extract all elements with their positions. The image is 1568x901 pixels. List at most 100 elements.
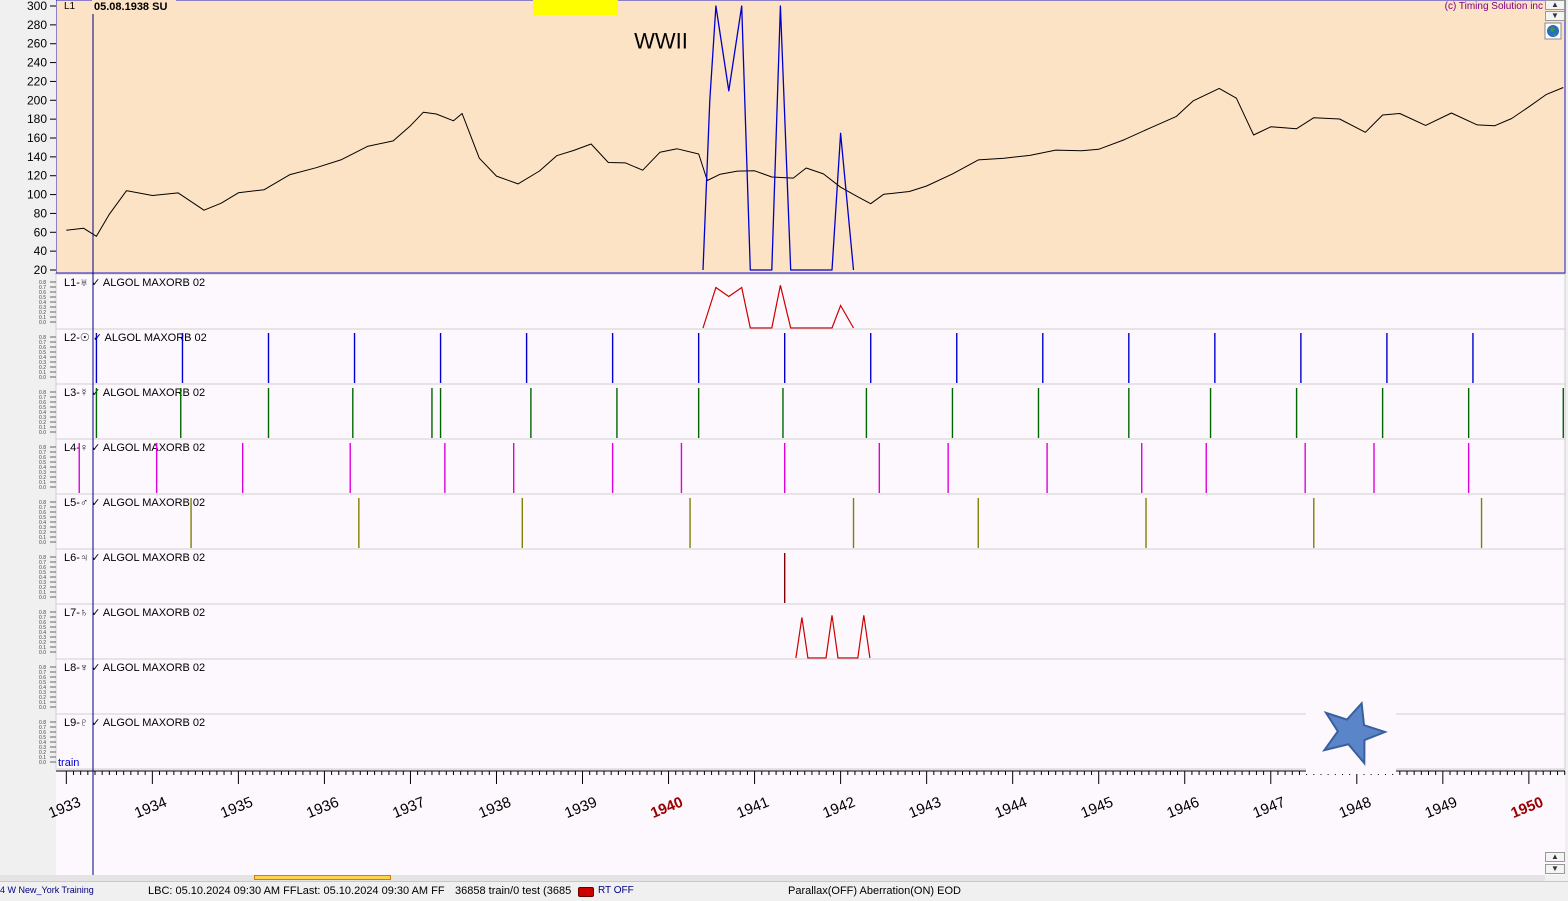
- horizontal-scroll-thumb[interactable]: [254, 875, 391, 880]
- status-location: 4 W New_York Training: [0, 885, 94, 895]
- price-tick-label: 240: [27, 56, 47, 70]
- panel-tick-label: 0.8: [39, 665, 46, 671]
- panel-tick-label: 0.6: [39, 620, 46, 626]
- panel-tick-label: 0.6: [39, 730, 46, 736]
- panel-tick-label: 0.5: [39, 460, 46, 466]
- status-rt[interactable]: RT OFF: [598, 885, 634, 896]
- algol-overlay-line: [702, 5, 855, 271]
- panel-tick-label: 0.7: [39, 505, 46, 511]
- panel-tick-label: 0.0: [39, 705, 46, 711]
- indicator-curve-L1: [702, 285, 855, 329]
- panel-tick-label: 0.6: [39, 400, 46, 406]
- price-panel[interactable]: [55, 0, 1566, 274]
- panel-tick-label: 0.2: [39, 695, 46, 701]
- panel-tick-label: 0.3: [39, 360, 46, 366]
- panel-tick-label: 0.6: [39, 455, 46, 461]
- panel-tick-label: 0.3: [39, 745, 46, 751]
- panel-tick-label: 0.7: [39, 615, 46, 621]
- panel-tick-label: 0.2: [39, 750, 46, 756]
- price-series-line: [66, 87, 1564, 237]
- indicator-panel-L5: [55, 493, 1566, 550]
- price-tick-label: 300: [27, 0, 47, 13]
- panel-tick-label: 0.5: [39, 405, 46, 411]
- indicator-panel-L3: [55, 383, 1566, 440]
- panel-tick-label: 0.2: [39, 585, 46, 591]
- panel-label-L2: L2-☉ ✓ ALGOL MAXORB 02: [64, 332, 207, 344]
- panel-tick-label: 0.4: [39, 410, 46, 416]
- price-tick-label: 120: [27, 169, 47, 183]
- price-tick-label: 20: [34, 263, 48, 277]
- horizontal-scrollbar[interactable]: [0, 875, 1545, 881]
- panel-tick-label: 0.4: [39, 355, 46, 361]
- panel-tick-label: 0.0: [39, 430, 46, 436]
- panel-tick-label: 0.4: [39, 300, 46, 306]
- scroll-down-arrow-bottom[interactable]: ▼: [1545, 864, 1565, 874]
- panel-tick-label: 0.4: [39, 465, 46, 471]
- panel-tick-label: 0.8: [39, 280, 46, 286]
- panel-tick-label: 0.0: [39, 595, 46, 601]
- panel-tick-label: 0.2: [39, 530, 46, 536]
- indicator-panel-L2: [55, 328, 1566, 385]
- panel-tick-label: 0.1: [39, 370, 46, 376]
- scroll-up-arrow[interactable]: ▲: [1545, 0, 1565, 10]
- panel-tick-label: 0.0: [39, 485, 46, 491]
- panel-tick-label: 0.5: [39, 570, 46, 576]
- panel-tick-label: 0.5: [39, 735, 46, 741]
- panel-tick-label: 0.7: [39, 560, 46, 566]
- star-icon[interactable]: [1306, 690, 1396, 774]
- panel-tick-label: 0.5: [39, 680, 46, 686]
- train-label: train: [58, 757, 79, 769]
- panel-label-L5: L5-♂ ✓ ALGOL MAXORB 02: [64, 497, 205, 509]
- panel-tick-label: 0.3: [39, 635, 46, 641]
- panel-tick-label: 0.7: [39, 670, 46, 676]
- panel-tick-label: 0.0: [39, 320, 46, 326]
- panel-tick-label: 0.8: [39, 610, 46, 616]
- price-tick-label: 80: [34, 206, 48, 220]
- panel-tick-label: 0.6: [39, 510, 46, 516]
- price-tick-label: 140: [27, 150, 47, 164]
- panel-tick-label: 0.7: [39, 450, 46, 456]
- panel-tick-label: 0.8: [39, 390, 46, 396]
- globe-icon[interactable]: [1544, 22, 1562, 40]
- price-tick-label: 40: [34, 244, 48, 258]
- panel-label-L6: L6-♃ ✓ ALGOL MAXORB 02: [64, 552, 205, 564]
- wwii-annotation: WWII: [634, 28, 688, 53]
- status-lbc: LBC: 05.10.2024 09:30 AM FFLast: 05.10.2…: [148, 885, 445, 897]
- panel-tick-label: 0.2: [39, 420, 46, 426]
- sub-panels: 0.80.70.60.50.40.30.20.10.0L1-♅ ✓ ALGOL …: [0, 273, 1566, 770]
- panel-label-L4: L4-♀ ✓ ALGOL MAXORB 02: [64, 442, 205, 454]
- price-tick-label: 200: [27, 93, 47, 107]
- status-counts: 36858 train/0 test (3685: [455, 885, 572, 897]
- panel-tick-label: 0.4: [39, 685, 46, 691]
- panel-tick-label: 0.8: [39, 555, 46, 561]
- copyright-label: (c) Timing Solution inc: [1445, 1, 1543, 12]
- panel-tick-label: 0.1: [39, 535, 46, 541]
- chart-area[interactable]: 20 40 60 80 100 120 140 160 180 200 220 240 260 280 30…: [0, 0, 1568, 881]
- cursor-date-label: 05.08.1938 SU: [94, 1, 167, 13]
- panel-tick-label: 0.4: [39, 740, 46, 746]
- indicator-panel-L7: [55, 603, 1566, 660]
- panel-tick-label: 0.3: [39, 525, 46, 531]
- panel-tick-label: 0.4: [39, 630, 46, 636]
- price-tick-label: 280: [27, 18, 47, 32]
- panel-tick-label: 0.5: [39, 515, 46, 521]
- panel-label-L3: L3-☿ ✓ ALGOL MAXORB 02: [64, 387, 205, 399]
- panel-label-L9: L9-♇ ✓ ALGOL MAXORB 02: [64, 717, 205, 729]
- price-y-axis: 20 40 60 80 100 120 140 160 180 200 220 240 260 280 30…: [0, 0, 56, 277]
- panel-tick-label: 0.7: [39, 395, 46, 401]
- panel-tick-label: 0.5: [39, 295, 46, 301]
- panel-tick-label: 0.1: [39, 755, 46, 761]
- rt-indicator-icon[interactable]: [578, 887, 594, 897]
- panel-tick-label: 0.1: [39, 425, 46, 431]
- scroll-up-arrow-bottom[interactable]: ▲: [1545, 852, 1565, 862]
- scroll-down-arrow[interactable]: ▼: [1545, 11, 1565, 21]
- panel-tick-label: 0.6: [39, 675, 46, 681]
- panel-tick-label: 0.3: [39, 415, 46, 421]
- panel-tick-label: 0.3: [39, 580, 46, 586]
- indicator-curve-L7: [795, 615, 871, 659]
- panel-tick-label: 0.6: [39, 565, 46, 571]
- panel-label-L8: L8-♆ ✓ ALGOL MAXORB 02: [64, 662, 205, 674]
- status-bar: 4 W New_York Training LBC: 05.10.2024 09…: [0, 881, 1568, 901]
- panel-label-L1: L1-♅ ✓ ALGOL MAXORB 02: [64, 277, 205, 289]
- panel-tick-label: 0.5: [39, 350, 46, 356]
